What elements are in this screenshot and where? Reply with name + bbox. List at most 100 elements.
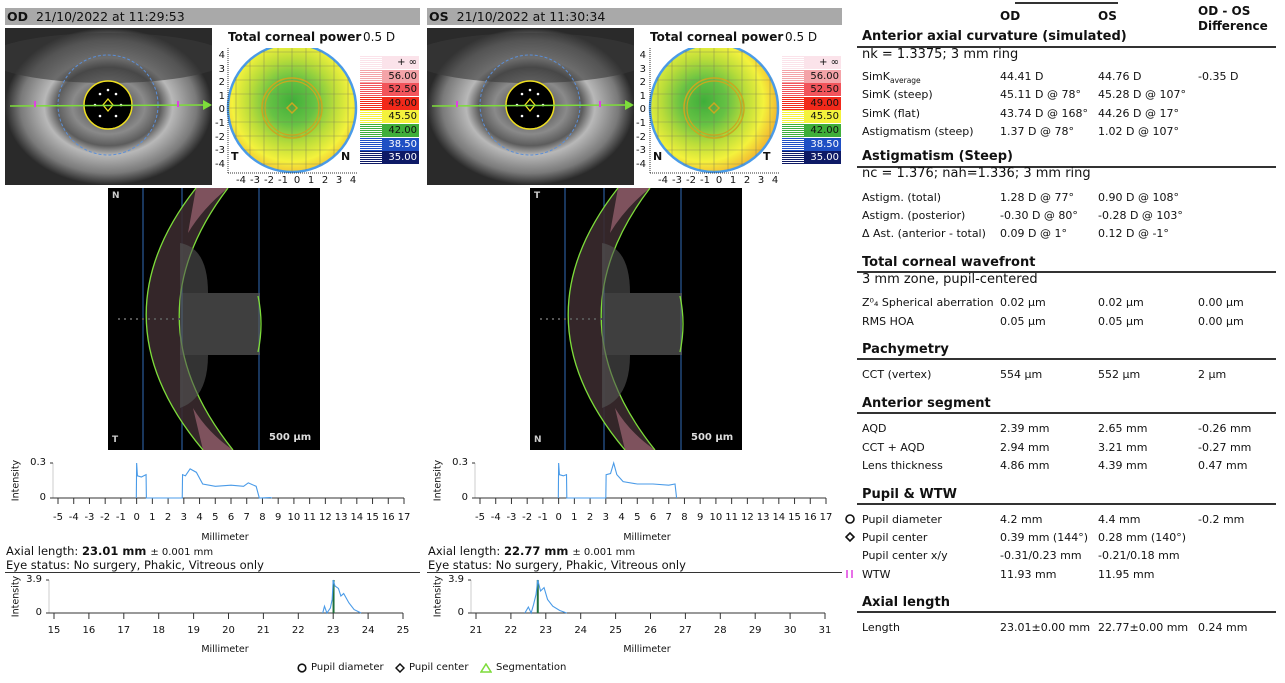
x-tick-label: 5: [212, 512, 219, 523]
diamond-icon: [845, 532, 856, 543]
x-tick-label: 13: [334, 512, 348, 523]
y-tick-label: 0: [457, 607, 464, 618]
scale-label: 35.00: [804, 151, 841, 165]
row-label-text: SimK (flat): [862, 107, 921, 120]
scale-label: 56.00: [382, 69, 419, 83]
arrow-icon: [203, 100, 212, 110]
map-y-tick: -2: [215, 131, 225, 143]
map-y-tick: -2: [636, 131, 646, 143]
scale-swatch: [360, 69, 382, 83]
row-label: RMS HOA: [862, 315, 914, 328]
row-label-text: SimK (steep): [862, 88, 933, 101]
panel-header: OS 21/10/2022 at 11:30:34: [427, 8, 842, 25]
od-value: 2.94 mm: [1000, 441, 1050, 454]
scale-label: 38.50: [804, 137, 841, 151]
x-tick-label: 14: [772, 512, 786, 523]
x-tick-label: 5: [634, 512, 641, 523]
diamond-icon: [395, 662, 405, 673]
legend-label: Segmentation: [496, 662, 567, 673]
od-value: 4.2 mm: [1000, 513, 1043, 526]
x-tick-label: 8: [259, 512, 266, 523]
map-x-tick: 3: [335, 175, 343, 186]
eye-photo[interactable]: [427, 28, 634, 185]
map-x-tick: -3: [250, 175, 260, 186]
panel-os: OS 21/10/2022 at 11:30:34 Total corneal po…: [427, 0, 842, 683]
y-axis-label: Intensity: [10, 575, 22, 617]
map-y-tick: 4: [639, 50, 646, 61]
section-title: Anterior axial curvature (simulated): [862, 29, 1127, 44]
x-tick-label: 0: [555, 512, 562, 523]
scale-swatch: [360, 124, 382, 137]
x-tick-label: 12: [740, 512, 754, 523]
x-tick-label: 0: [133, 512, 140, 523]
scale-swatch: [782, 124, 804, 137]
panel-od: OD 21/10/2022 at 11:29:53 Total corneal po…: [5, 0, 420, 683]
divider: [857, 611, 1276, 613]
x-tick-label: 3: [180, 512, 187, 523]
x-tick-label: 6: [649, 512, 657, 523]
x-tick-label: -2: [100, 512, 111, 523]
scale-swatch: [360, 56, 382, 69]
corneal-power-map[interactable]: [640, 48, 790, 188]
os-value: 0.90 D @ 108°: [1098, 191, 1179, 204]
axial-length-value: 22.77 mm: [503, 544, 569, 558]
row-label: SimK (steep): [862, 88, 933, 101]
x-tick-label: 16: [82, 625, 96, 636]
map-x-tick: -1: [700, 175, 710, 186]
scale-label: 42.00: [804, 124, 841, 137]
section-title: Total corneal wavefront: [862, 255, 1036, 270]
scale-label: 38.50: [382, 137, 419, 151]
od-value: 23.01±0.00 mm: [1000, 621, 1091, 634]
scale-bar-label: 500 µm: [691, 432, 734, 443]
diff-value: 0.24 mm: [1198, 621, 1248, 634]
x-tick-label: 15: [788, 512, 801, 523]
x-tick-label: 2: [164, 512, 172, 523]
scale-swatch: [782, 56, 804, 69]
map-y-tick: 2: [218, 77, 225, 89]
scheimpflug-image[interactable]: [530, 188, 742, 450]
od-value: 45.11 D @ 78°: [1000, 88, 1081, 101]
scheimpflug-image[interactable]: [108, 188, 320, 450]
corneal-power-map[interactable]: [218, 48, 368, 188]
map-y-tick: 1: [218, 90, 225, 102]
x-tick-label: 23: [326, 625, 340, 636]
chart1-plot: [472, 460, 827, 504]
map-y-tick: 4: [218, 50, 225, 61]
x-tick-label: -2: [522, 512, 533, 523]
os-value: 4.4 mm: [1098, 513, 1141, 526]
legend-pupil-center: Pupil center: [395, 662, 468, 673]
os-value: 44.26 D @ 17°: [1098, 107, 1179, 120]
row-label: Lens thickness: [862, 459, 943, 472]
scan-top-label: N: [112, 191, 120, 201]
section-subtitle: nk = 1.3375; 3 mm ring: [862, 47, 1019, 62]
scale-label: 52.50: [804, 83, 841, 97]
row-label: Pupil center: [862, 531, 927, 544]
axial-length-value: 23.01 mm: [81, 544, 147, 558]
row-label-text: Astigm. (posterior): [862, 209, 966, 222]
row-label-text: Astigm. (total): [862, 191, 942, 204]
od-value: 44.41 D: [1000, 70, 1044, 83]
row-label-text: WTW: [862, 568, 891, 581]
row-label: SimK (flat): [862, 107, 920, 120]
scan-top-label: T: [534, 191, 541, 201]
y-tick-label: 0: [461, 492, 468, 503]
x-tick-label: 4: [618, 512, 625, 523]
eye-label: OD: [7, 9, 29, 24]
section-title: Axial length: [862, 595, 950, 610]
diff-value: 2 µm: [1198, 368, 1227, 381]
col-os-header: OS: [1098, 9, 1117, 23]
col-diff-header: OD - OS: [1198, 4, 1251, 18]
intensity-trace: [557, 460, 678, 499]
map-x-tick: 2: [321, 175, 329, 186]
x-tick-label: 21: [257, 625, 270, 636]
diff-value: 0.47 mm: [1198, 459, 1248, 472]
x-tick-label: 25: [609, 625, 622, 636]
od-value: 1.28 D @ 77°: [1000, 191, 1074, 204]
od-value: 4.86 mm: [1000, 459, 1050, 472]
map-x-tick: 4: [771, 175, 779, 186]
scale-swatch: [360, 151, 382, 165]
eye-photo[interactable]: [5, 28, 212, 185]
x-tick-label: -1: [537, 512, 548, 523]
intensity-trace: [135, 462, 273, 499]
x-tick-label: 27: [679, 625, 692, 636]
